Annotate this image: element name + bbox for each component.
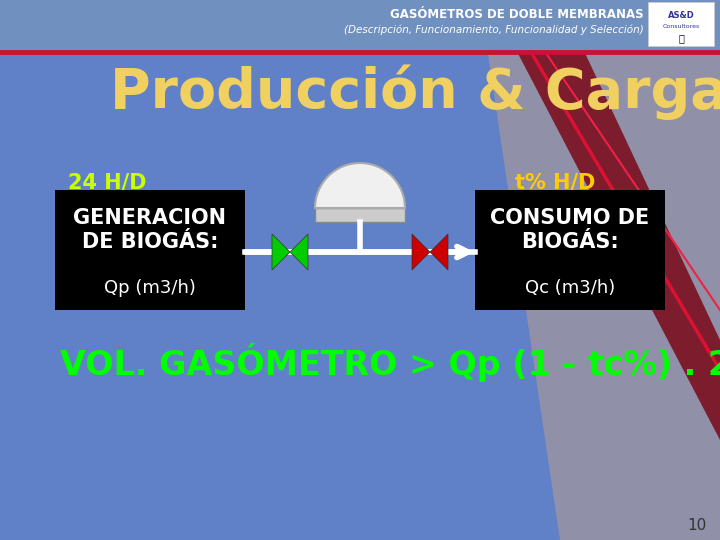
Polygon shape — [490, 0, 720, 440]
Bar — [315, 208, 405, 222]
Polygon shape — [412, 234, 430, 270]
Text: 10: 10 — [688, 518, 706, 534]
Bar — [475, 190, 665, 310]
Text: Producción & Carga: Producción & Carga — [110, 64, 720, 120]
Text: Qp (m3/h): Qp (m3/h) — [104, 279, 196, 297]
Text: t% H/D: t% H/D — [515, 172, 595, 192]
Text: GASÓMETROS DE DOBLE MEMBRANAS: GASÓMETROS DE DOBLE MEMBRANAS — [390, 8, 644, 21]
Text: 🔥: 🔥 — [678, 33, 684, 43]
Text: BIOGÁS:: BIOGÁS: — [521, 232, 619, 252]
Polygon shape — [430, 234, 448, 270]
Bar — [55, 190, 245, 310]
Text: VOL. GASÓMETRO > Qp (1 - tc%) . 24: VOL. GASÓMETRO > Qp (1 - tc%) . 24 — [60, 342, 720, 381]
Text: Qc (m3/h): Qc (m3/h) — [525, 279, 615, 297]
Text: 24 H/D: 24 H/D — [68, 172, 146, 192]
Text: (Descripción, Funcionamiento, Funcionalidad y Selección): (Descripción, Funcionamiento, Funcionali… — [344, 25, 644, 35]
Bar — [0, 0, 720, 52]
Polygon shape — [272, 234, 290, 270]
Bar — [648, 2, 714, 46]
Text: CONSUMO DE: CONSUMO DE — [490, 208, 649, 228]
Text: Consultores: Consultores — [662, 24, 700, 30]
Wedge shape — [315, 163, 405, 208]
Polygon shape — [290, 234, 308, 270]
Text: AS&D: AS&D — [667, 10, 694, 19]
Polygon shape — [480, 0, 720, 540]
Text: GENERACION: GENERACION — [73, 208, 227, 228]
Text: DE BIOGÁS:: DE BIOGÁS: — [82, 232, 218, 252]
